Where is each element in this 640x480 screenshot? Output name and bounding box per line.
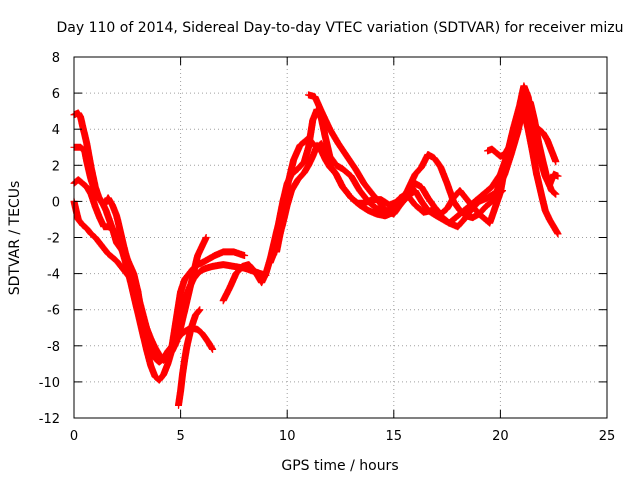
y-tick-label: -6: [47, 304, 60, 319]
x-tick-label: 20: [492, 429, 509, 444]
y-tick-label: 8: [52, 51, 60, 66]
y-tick-label: 0: [52, 195, 60, 210]
y-axis-label: SDTVAR / TECUs: [7, 181, 23, 296]
tick-labels: 0 5 10 15 20 25 -12 -10 -8 -6 -4 -2 0 2 4 6 8: [39, 51, 616, 444]
x-tick-label: 25: [599, 429, 616, 444]
series-track-9: [305, 91, 506, 222]
marker-trace: [175, 306, 204, 409]
y-tick-label: -4: [47, 268, 60, 283]
x-tick-label: 10: [279, 429, 296, 444]
x-tick-label: 0: [70, 429, 78, 444]
y-tick-label: 6: [52, 87, 60, 102]
x-axis-label: GPS time / hours: [281, 458, 398, 474]
y-tick-label: 4: [52, 123, 60, 138]
marker-trace: [305, 91, 506, 222]
y-tick-label: -12: [39, 412, 60, 427]
series-track-5: [175, 306, 204, 409]
x-tick-label: 15: [386, 429, 403, 444]
chart-title: Day 110 of 2014, Sidereal Day-to-day VTE…: [57, 20, 624, 36]
y-tick-label: -8: [47, 340, 60, 355]
x-tick-label: 5: [176, 429, 184, 444]
series-track-10: [484, 104, 560, 166]
marker-trace: [484, 104, 560, 166]
grid-lines: [74, 57, 607, 418]
y-tick-label: 2: [52, 159, 60, 174]
axis-ticks: [73, 56, 608, 419]
y-tick-label: -2: [47, 232, 60, 247]
y-tick-label: -10: [39, 376, 60, 391]
data-markers: [70, 82, 562, 409]
